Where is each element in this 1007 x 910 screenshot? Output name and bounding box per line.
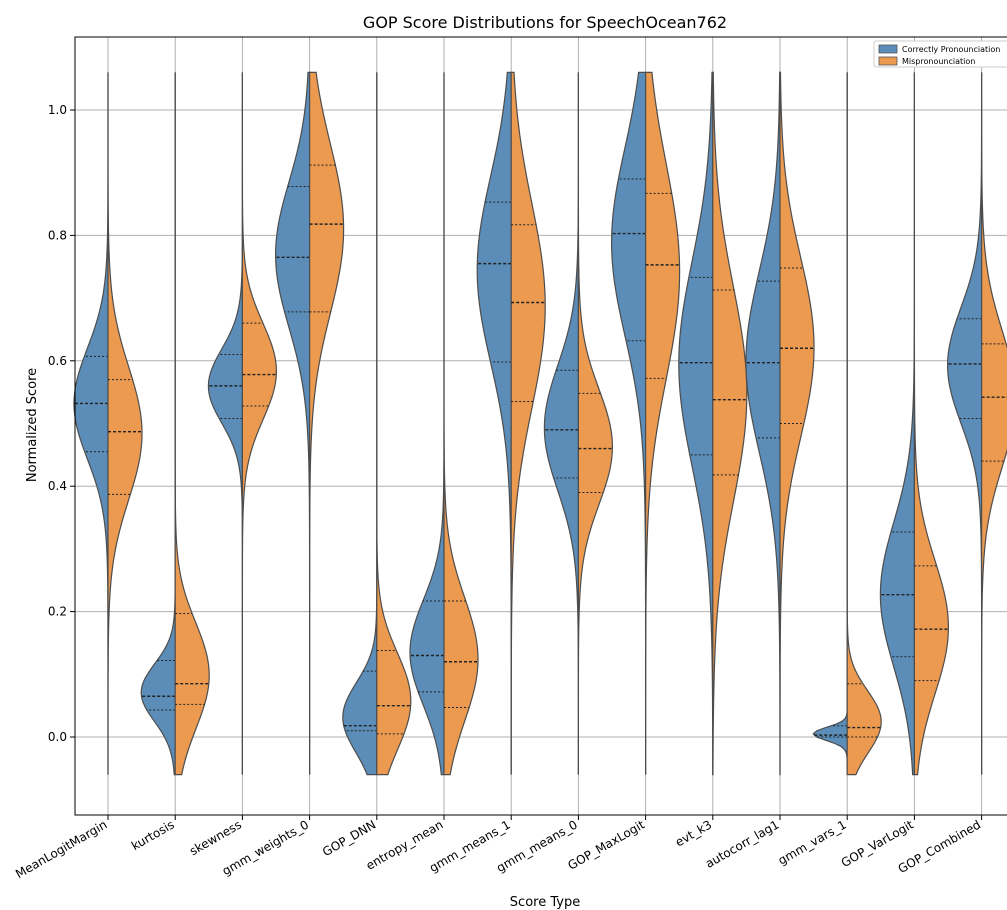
y-tick-label: 0.4: [48, 479, 67, 493]
violin-half: [309, 71, 345, 775]
violin-half: [409, 72, 445, 776]
violin-half: [241, 72, 278, 775]
violin-half: [577, 72, 614, 775]
y-tick-label: 0.0: [48, 730, 67, 744]
y-axis: 0.0 0.2 0.4 0.6 0.8 1.0: [48, 103, 75, 744]
x-tick-label: kurtosis: [129, 817, 177, 853]
y-tick-label: 0.8: [48, 228, 67, 242]
violin-half: [645, 71, 681, 775]
violin-half: [678, 71, 714, 776]
x-axis: MeanLogitMargin kurtosis skewnessgmm_weigh…: [13, 815, 983, 881]
y-tick-label: 1.0: [48, 103, 67, 117]
violin-half: [107, 72, 143, 775]
x-tick-label: GOP_MaxLogit: [565, 817, 647, 872]
legend-swatch: [878, 56, 898, 66]
x-tick-label: GOP_DNN: [320, 817, 378, 859]
violin-plots: [73, 71, 1007, 776]
violin-half: [947, 72, 983, 775]
legend-label: Correctly Pronounciation: [902, 45, 1000, 54]
violin-half: [140, 72, 176, 776]
violin-half: [342, 72, 378, 776]
legend: Correctly Pronounciation Mispronounciatio…: [873, 40, 1007, 68]
violin-half: [207, 72, 243, 775]
legend-box: [873, 40, 1007, 68]
y-tick-label: 0.6: [48, 354, 67, 368]
plot-frame: [74, 36, 1007, 816]
violin-half: [73, 72, 109, 775]
legend-label: Mispronounciation: [902, 57, 975, 66]
violin-half: [879, 72, 915, 776]
violin-half: [174, 72, 210, 776]
violin-half: [443, 72, 479, 776]
violin-half: [543, 72, 579, 775]
violin-half: [274, 71, 311, 775]
y-axis-label: Normalized Score: [25, 368, 40, 482]
x-tick-label: evt_k3: [673, 817, 714, 849]
violin-half: [913, 72, 950, 776]
violin-half: [510, 71, 546, 775]
y-tick-label: 0.2: [48, 605, 67, 619]
chart-title: GOP Score Distributions for SpeechOcean7…: [363, 13, 727, 32]
violin-half: [376, 72, 412, 776]
violin-half: [712, 71, 748, 776]
x-tick-label: skewness: [187, 817, 244, 858]
violin-half: [812, 72, 848, 775]
x-axis-label: Score Type: [510, 895, 580, 910]
x-tick-label: MeanLogitMargin: [13, 817, 109, 881]
violin-half: [745, 71, 781, 776]
x-tick-label: autocorr_lag1: [703, 817, 781, 870]
violin-half: [981, 72, 1007, 775]
violin-half: [846, 72, 882, 776]
x-tick-label: gmm_vars_1: [776, 817, 849, 867]
violin-half: [610, 71, 647, 775]
violin-half: [476, 71, 512, 775]
legend-swatch: [878, 44, 898, 54]
